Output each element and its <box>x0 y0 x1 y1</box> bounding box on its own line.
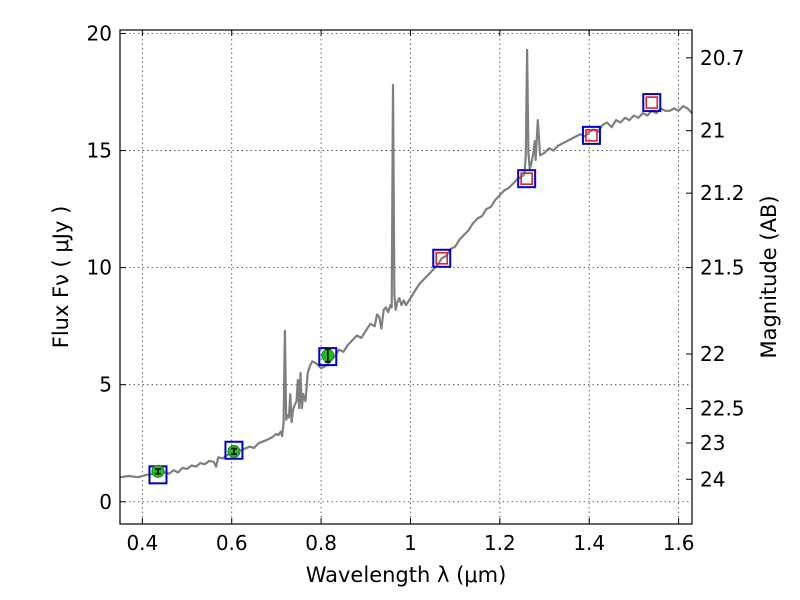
grid-lines <box>120 30 692 524</box>
x-tick-label: 0.4 <box>126 531 158 555</box>
plot-frame <box>119 29 693 525</box>
data-series <box>119 48 693 485</box>
y-tick-label: 0 <box>99 490 112 514</box>
model-photometry-point <box>224 440 244 460</box>
x-tick-label: 0.8 <box>305 531 337 555</box>
x-tick-label: 1.4 <box>573 531 605 555</box>
y-axis-label: Flux Fν ( μJy ) <box>49 206 73 349</box>
model-photometry-point <box>517 169 537 189</box>
x-tick-label: 0.6 <box>216 531 248 555</box>
y2-tick-label: 21 <box>700 119 725 143</box>
spectrum-line <box>119 48 693 479</box>
y2-tick-label: 24 <box>700 467 725 491</box>
ir-photometry-point <box>585 129 598 142</box>
ir-photometry-point <box>435 251 449 265</box>
y2-tick-label: 22.5 <box>700 397 745 421</box>
y2-tick-label: 22 <box>700 342 725 366</box>
ir-photometry-point <box>645 96 659 109</box>
axis-ticks: 0.4 0.6 0.8 1 1.2 1.4 1.6 0 5 10 15 20 20.7 21 21.2 21.… <box>87 22 745 555</box>
model-photometry-point <box>581 125 601 145</box>
y2-tick-label: 23 <box>700 431 725 455</box>
model-photometry-point <box>432 248 452 268</box>
y2-tick-label: 20.7 <box>700 46 745 70</box>
ir-photometry-point <box>520 172 533 185</box>
model-photometry-point <box>642 93 662 113</box>
y2-tick-label: 21.5 <box>700 256 745 280</box>
x-axis-label: Wavelength λ (μm) <box>306 563 507 587</box>
y2-tick-label: 21.2 <box>700 181 745 205</box>
x-tick-label: 1.6 <box>663 531 695 555</box>
y-tick-label: 10 <box>87 256 112 280</box>
y-tick-label: 15 <box>87 139 112 163</box>
x-tick-label: 1 <box>404 531 417 555</box>
y2-axis-label: Magnitude (AB) <box>757 195 781 358</box>
y-tick-label: 5 <box>99 373 112 397</box>
y-tick-label: 20 <box>87 22 112 46</box>
x-tick-label: 1.2 <box>484 531 516 555</box>
